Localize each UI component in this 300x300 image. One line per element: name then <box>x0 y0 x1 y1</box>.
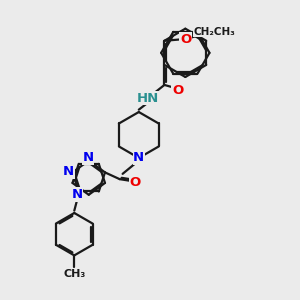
Text: CH₃: CH₃ <box>63 268 86 279</box>
Text: N: N <box>82 151 94 164</box>
Text: N: N <box>63 165 74 178</box>
Text: O: O <box>130 176 141 189</box>
Text: HN: HN <box>136 92 159 105</box>
Text: CH₂CH₃: CH₂CH₃ <box>193 27 235 37</box>
Text: O: O <box>172 84 183 97</box>
Text: N: N <box>133 152 144 164</box>
Text: O: O <box>180 33 191 46</box>
Text: N: N <box>72 188 83 201</box>
